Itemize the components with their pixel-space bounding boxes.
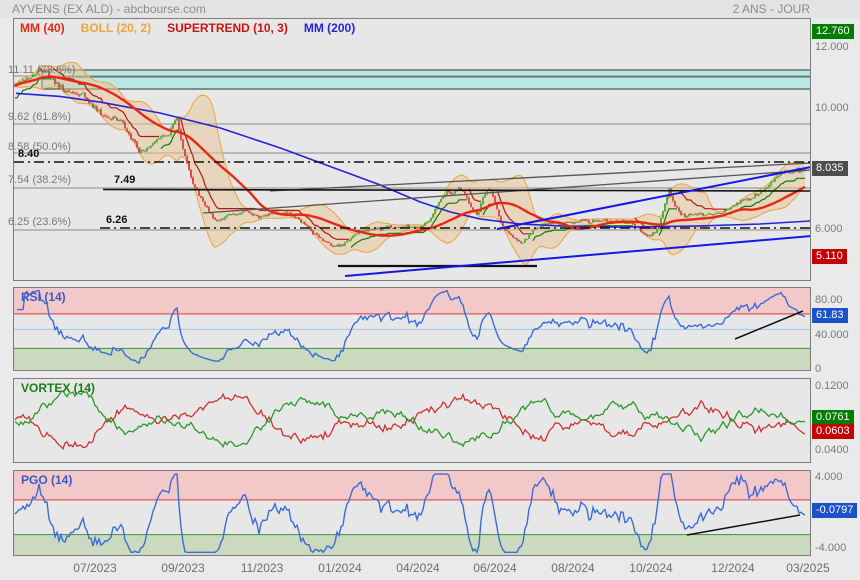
axis-tick-label: 0.1200 [815, 380, 849, 392]
last-price-badge: 8.035 [812, 161, 848, 176]
x-axis-date-label: 06/2024 [473, 561, 517, 575]
vortex-plus-badge: 0.0761 [812, 410, 854, 425]
fib-level-label: 11.11 (78.6%) [8, 64, 76, 76]
rsi-label: RSI (14) [21, 290, 66, 304]
x-axis-date-label: 12/2024 [711, 561, 755, 575]
fib-level-label: 8.58 (50.0%) [8, 141, 71, 153]
x-axis-date-label: 03/2025 [786, 561, 830, 575]
rsi-value-badge: 61.83 [812, 308, 848, 323]
x-axis-date-label: 11/2023 [240, 561, 284, 575]
axis-tick-label: 6.000 [815, 223, 843, 235]
axis-tick-label: 12.000 [815, 41, 849, 53]
fib-level-label: 6.26 [106, 214, 128, 226]
period-low-badge: 5.110 [812, 249, 847, 264]
axis-tick-label: 0.0400 [815, 444, 849, 456]
x-axis-date-label: 01/2024 [318, 561, 362, 575]
rsi-canvas[interactable] [14, 288, 810, 370]
top-bar: AYVENS (EX ALD) - abcbourse.com 2 ANS - … [0, 0, 860, 18]
x-axis-date-label: 10/2024 [629, 561, 673, 575]
pgo-value-badge: -0.0797 [812, 503, 858, 518]
indicator-legend: MM (40) BOLL (20, 2) SUPERTREND (10, 3) MM … [20, 21, 355, 35]
vortex-canvas[interactable] [14, 379, 810, 462]
vortex-minus-badge: 0.0603 [812, 424, 854, 439]
x-axis-date-label: 08/2024 [551, 561, 595, 575]
axis-tick-label: 10.000 [815, 102, 849, 114]
rsi-panel[interactable]: RSI (14) [13, 287, 811, 371]
legend-item-supertrend-10-3[interactable]: SUPERTREND (10, 3) [167, 21, 288, 35]
vortex-panel[interactable]: VORTEX (14) [13, 378, 811, 463]
fib-level-label: 8.40 [18, 148, 40, 160]
axis-tick-label: 0 [815, 363, 822, 375]
vortex-label: VORTEX (14) [21, 381, 96, 395]
fib-level-label: 7.49 [114, 174, 136, 186]
instrument-title: AYVENS (EX ALD) - abcbourse.com [12, 2, 206, 16]
axis-tick-label: 40.000 [815, 329, 849, 341]
pgo-canvas[interactable] [14, 471, 810, 555]
pgo-label: PGO (14) [21, 473, 73, 487]
x-axis-date-label: 09/2023 [161, 561, 205, 575]
axis-tick-label: 4.000 [815, 471, 843, 483]
timeframe-label: 2 ANS - JOUR [732, 2, 810, 16]
legend-item-mm-40[interactable]: MM (40) [20, 21, 65, 35]
price-chart-canvas[interactable] [14, 19, 810, 280]
axis-tick-label: 80.00 [815, 294, 843, 306]
fib-level-label: 7.54 (38.2%) [8, 174, 71, 186]
axis-tick-label: -4.000 [815, 542, 847, 554]
pgo-panel[interactable]: PGO (14) [13, 470, 811, 556]
legend-item-mm-200[interactable]: MM (200) [303, 21, 356, 35]
price-chart-panel[interactable]: MM (40) BOLL (20, 2) SUPERTREND (10, 3) MM … [13, 18, 811, 281]
period-high-badge: 12.760 [812, 24, 854, 39]
x-axis-date-label: 04/2024 [396, 561, 440, 575]
fib-level-label: 9.62 (61.8%) [8, 111, 71, 123]
x-axis-date-label: 07/2023 [73, 561, 117, 575]
fib-level-label: 6.25 (23.6%) [8, 216, 71, 228]
legend-item-boll-20-2[interactable]: BOLL (20, 2) [80, 21, 152, 35]
